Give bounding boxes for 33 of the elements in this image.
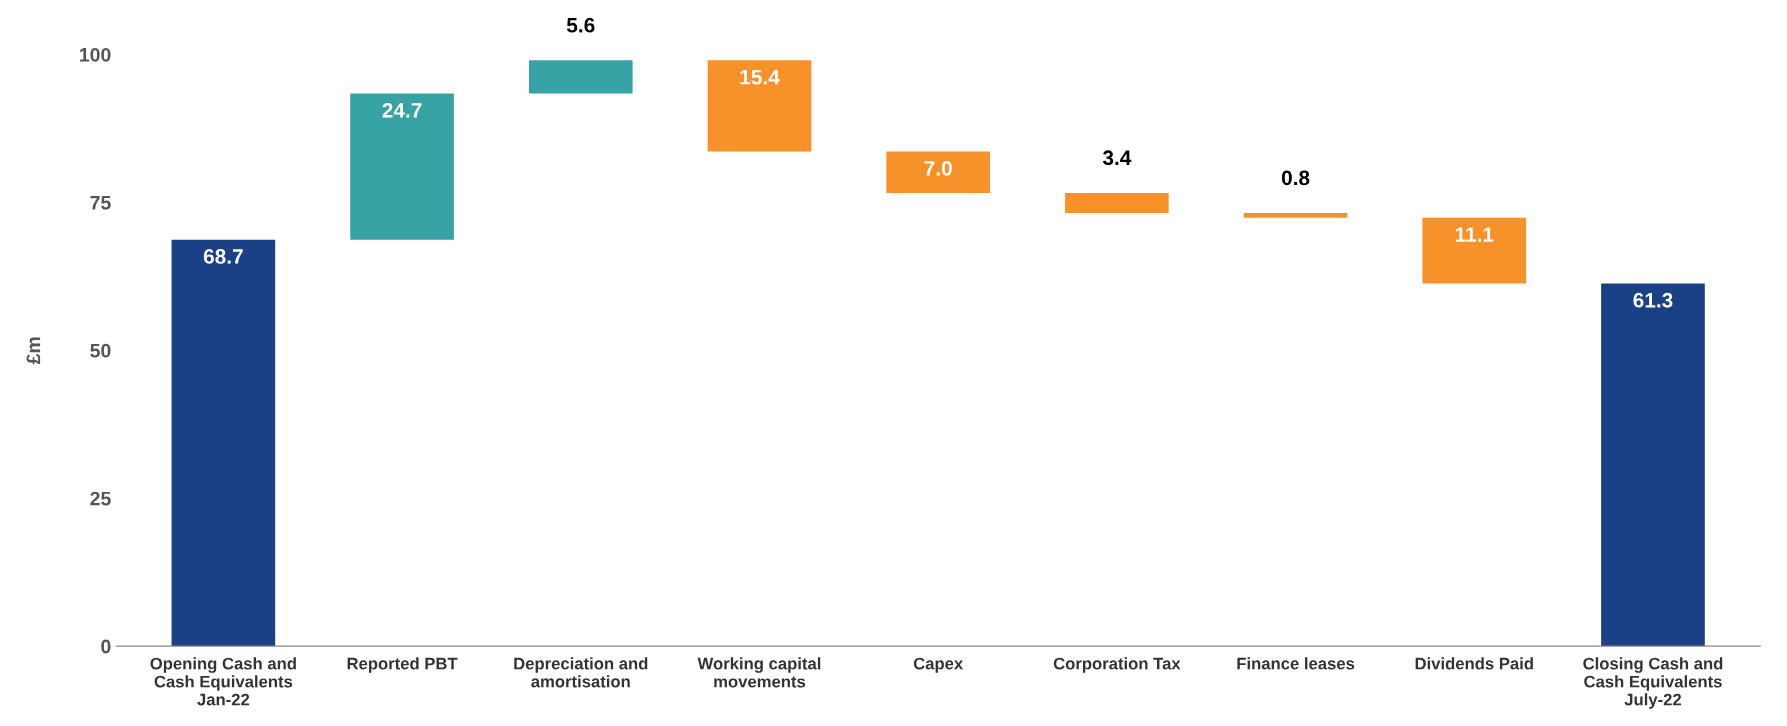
- data-label: 24.7: [382, 102, 422, 118]
- bar: [528, 60, 633, 94]
- y-tick-label: 25: [90, 491, 111, 506]
- data-label: 68.7: [203, 249, 243, 264]
- y-axis-title: £m: [26, 337, 41, 365]
- data-label: 7.0: [924, 160, 952, 176]
- y-tick-label: 0: [101, 639, 111, 654]
- x-tick-label: Opening Cash and Cash Equivalents Jan-22: [150, 657, 296, 706]
- x-tick-label: Finance leases: [1237, 657, 1355, 670]
- x-tick-label: Capex: [913, 657, 964, 673]
- y-tick-label: 75: [90, 196, 111, 210]
- x-tick-label: Corporation Tax: [1053, 657, 1181, 673]
- data-label: 11.1: [1455, 227, 1494, 242]
- bar: [171, 239, 276, 647]
- x-tick-label: Depreciation and amortisation: [514, 657, 648, 688]
- y-tick-label: 100: [80, 47, 111, 62]
- x-tick-label: Closing Cash and Cash Equivalents July-22: [1583, 657, 1723, 709]
- x-tick-label: Working capital movements: [697, 657, 821, 688]
- bar: [1065, 192, 1169, 214]
- bar: [1422, 217, 1527, 284]
- bar: [1243, 213, 1348, 218]
- data-label: 3.4: [1102, 150, 1132, 166]
- bar: [707, 60, 812, 152]
- data-label: 5.6: [566, 17, 595, 33]
- y-tick-label: 50: [90, 343, 111, 358]
- data-label: 15.4: [740, 70, 780, 85]
- data-label: 0.8: [1281, 170, 1310, 186]
- bar: [350, 93, 454, 240]
- data-label: 61.3: [1633, 292, 1673, 308]
- x-tick-label: Dividends Paid: [1415, 657, 1533, 670]
- bar: [1601, 283, 1705, 647]
- bar: [886, 151, 990, 193]
- x-tick-label: Reported PBT: [347, 657, 458, 673]
